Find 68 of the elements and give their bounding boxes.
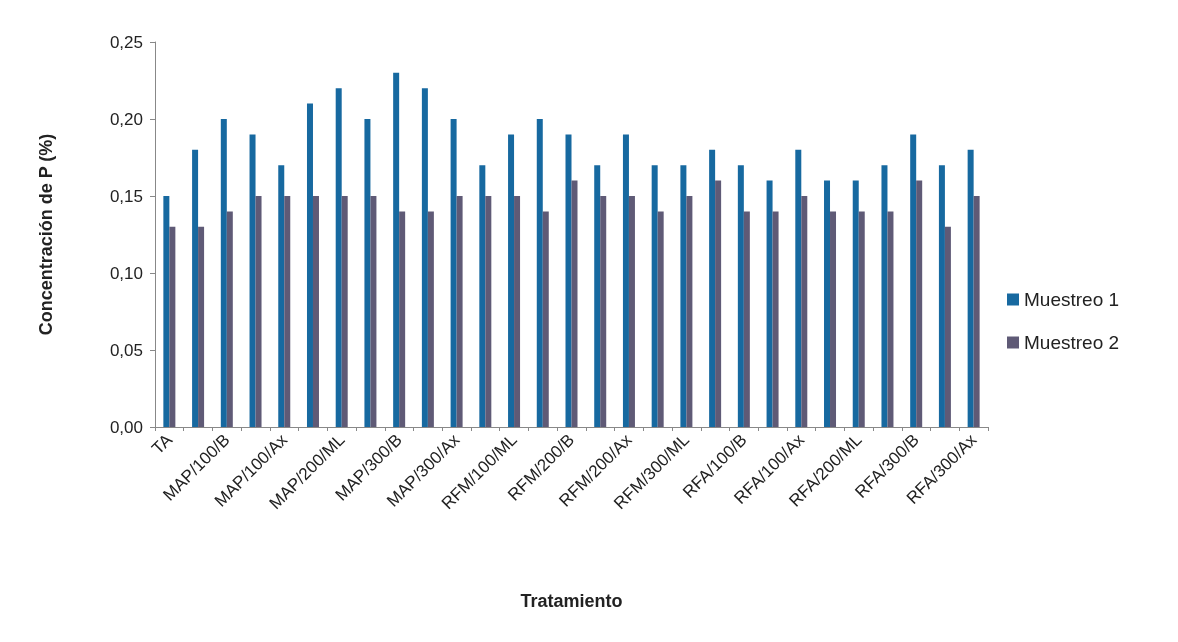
bar (715, 180, 722, 427)
bar (542, 211, 549, 427)
bar (651, 165, 658, 427)
bar (887, 211, 894, 427)
bar (450, 119, 457, 427)
y-tick-label: 0,20 (109, 109, 143, 129)
y-tick-label: 0,25 (109, 32, 143, 52)
bar (536, 119, 543, 427)
bar (485, 196, 492, 427)
bar (772, 211, 779, 427)
bar (399, 211, 406, 427)
bar (967, 149, 974, 427)
bar (830, 211, 837, 427)
bar (306, 103, 313, 427)
y-tick-label: 0,00 (109, 417, 143, 437)
bar (858, 211, 865, 427)
bar (220, 119, 227, 427)
bar (938, 165, 945, 427)
bar (737, 165, 744, 427)
bar (456, 196, 463, 427)
bar (226, 211, 233, 427)
bar (341, 196, 348, 427)
bar (680, 165, 687, 427)
bar (944, 226, 951, 427)
bar (278, 165, 285, 427)
bar (249, 134, 256, 427)
bar (881, 165, 888, 427)
bar (479, 165, 486, 427)
bar (198, 226, 205, 427)
bar (421, 88, 428, 427)
bar (657, 211, 664, 427)
bar (824, 180, 831, 427)
bar (255, 196, 262, 427)
bar (192, 149, 199, 427)
bar (427, 211, 434, 427)
bar (312, 196, 319, 427)
bar (709, 149, 716, 427)
bar (364, 119, 371, 427)
bar (163, 196, 170, 427)
legend-label: Muestreo 1 (1024, 289, 1120, 310)
bar (628, 196, 635, 427)
bar (795, 149, 802, 427)
y-tick-label: 0,05 (109, 340, 143, 360)
bar (973, 196, 980, 427)
bar (571, 180, 578, 427)
legend-label: Muestreo 2 (1024, 332, 1120, 353)
bar (852, 180, 859, 427)
x-axis-title: Tratamiento (520, 591, 623, 611)
bar (801, 196, 808, 427)
bar (622, 134, 629, 427)
bar (514, 196, 521, 427)
y-axis-title: Concentración de P (%) (36, 133, 56, 336)
bar (393, 72, 400, 427)
bar (284, 196, 291, 427)
y-tick-label: 0,10 (109, 263, 143, 283)
bar (565, 134, 572, 427)
bar (766, 180, 773, 427)
bar (169, 226, 176, 427)
bar (600, 196, 607, 427)
bar (370, 196, 377, 427)
bar (508, 134, 515, 427)
bar (743, 211, 750, 427)
bar (686, 196, 693, 427)
bar (910, 134, 917, 427)
bar (335, 88, 342, 427)
bar (916, 180, 923, 427)
bar (594, 165, 601, 427)
y-tick-label: 0,15 (109, 186, 143, 206)
